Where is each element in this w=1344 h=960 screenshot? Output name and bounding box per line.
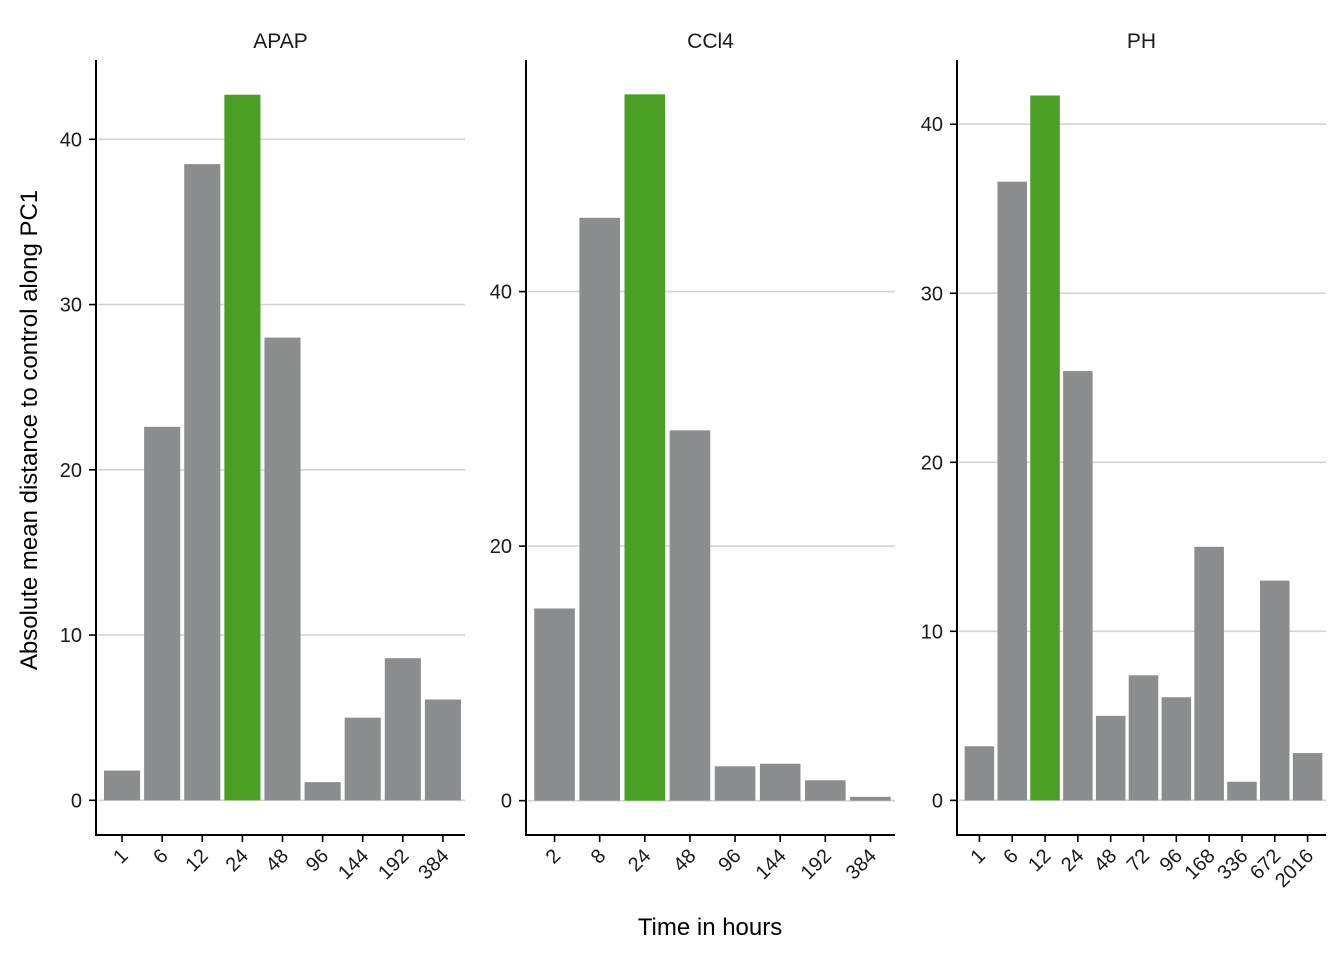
- x-tick-label: 144: [334, 845, 373, 884]
- bar-apap-192: [384, 658, 421, 801]
- y-tick-label: 30: [921, 283, 943, 305]
- bar-ph-96: [1161, 697, 1192, 801]
- bar-ccl4-24: [624, 94, 666, 801]
- bar-ph-48: [1095, 715, 1126, 801]
- bar-ccl4-8: [579, 217, 620, 801]
- x-tick-label: 12: [1024, 845, 1055, 876]
- x-tick-label: 24: [222, 845, 253, 876]
- x-tick-label: 144: [752, 845, 791, 884]
- x-tick-label: 168: [1181, 845, 1220, 884]
- y-tick-label: 40: [60, 129, 82, 151]
- x-tick-label: 72: [1123, 845, 1154, 876]
- x-tick-label: 8: [587, 845, 610, 868]
- y-tick-label: 20: [60, 460, 82, 482]
- y-tick-label: 40: [921, 114, 943, 136]
- bar-apap-48: [264, 337, 301, 801]
- x-tick-label: 192: [374, 845, 413, 884]
- panel-ccl4: 2 8 24 48 96 144 192 384 0 20 40 CCl4: [490, 30, 895, 884]
- x-tick-label: 48: [1090, 845, 1121, 876]
- bar-apap-24: [224, 94, 261, 801]
- x-tick-label: 1: [109, 845, 132, 868]
- bar-apap-1: [104, 770, 141, 801]
- y-tick-label: 10: [921, 621, 943, 643]
- x-tick-label: 192: [797, 845, 836, 884]
- facet-title: CCl4: [687, 30, 734, 53]
- bar-ccl4-192: [805, 780, 846, 801]
- y-tick-label: 10: [60, 625, 82, 647]
- y-tick-label: 40: [490, 282, 512, 304]
- x-tick-label: 1: [967, 845, 990, 868]
- facet-title: PH: [1127, 30, 1156, 53]
- x-tick-label: 24: [1057, 845, 1088, 876]
- bar-ccl4-96: [714, 766, 756, 801]
- y-tick-label: 20: [490, 536, 512, 558]
- x-tick-label: 48: [262, 845, 293, 876]
- bar-ph-672: [1260, 580, 1290, 801]
- y-axis-title: Absolute mean distance to control along …: [16, 190, 43, 670]
- x-tick-label: 48: [669, 845, 700, 876]
- y-tick-label: 20: [921, 452, 943, 474]
- x-tick-label: 2: [542, 845, 565, 868]
- bar-ph-2016: [1292, 753, 1323, 801]
- x-tick-label: 384: [414, 845, 453, 884]
- bar-apap-12: [184, 164, 221, 801]
- y-tick-label: 0: [932, 790, 943, 812]
- bar-ph-12: [1030, 95, 1060, 801]
- y-tick-label: 0: [501, 791, 512, 813]
- bar-ccl4-144: [759, 763, 801, 801]
- x-tick-label: 96: [302, 845, 333, 876]
- x-tick-label: 6: [999, 845, 1022, 868]
- bar-apap-384: [424, 699, 461, 801]
- bar-ccl4-384: [850, 796, 891, 801]
- x-tick-label: 2016: [1271, 845, 1318, 892]
- bar-apap-96: [304, 782, 341, 801]
- bar-ph-168: [1194, 546, 1224, 801]
- bar-apap-6: [144, 426, 181, 801]
- bar-ph-6: [997, 181, 1027, 801]
- x-tick-label: 96: [714, 845, 745, 876]
- bar-ph-1: [964, 746, 995, 801]
- x-tick-label: 6: [149, 845, 172, 868]
- bar-ph-336: [1227, 781, 1257, 801]
- y-tick-label: 30: [60, 295, 82, 317]
- bar-ccl4-48: [669, 430, 711, 801]
- y-tick-label: 0: [71, 790, 82, 812]
- x-tick-label: 12: [182, 845, 213, 876]
- x-axis-title: Time in hours: [638, 914, 783, 941]
- facet-title: APAP: [253, 30, 307, 53]
- bar-ph-24: [1063, 371, 1093, 801]
- bar-ccl4-2: [534, 608, 575, 801]
- x-tick-label: 336: [1213, 845, 1252, 884]
- x-tick-label: 384: [842, 845, 881, 884]
- x-tick-label: 24: [624, 845, 655, 876]
- bar-ph-72: [1128, 675, 1159, 801]
- panel-apap: 1 6 12 24 48 96 144 192 384 0 10 20 30 40 APAP: [60, 30, 465, 884]
- bar-apap-144: [344, 717, 381, 801]
